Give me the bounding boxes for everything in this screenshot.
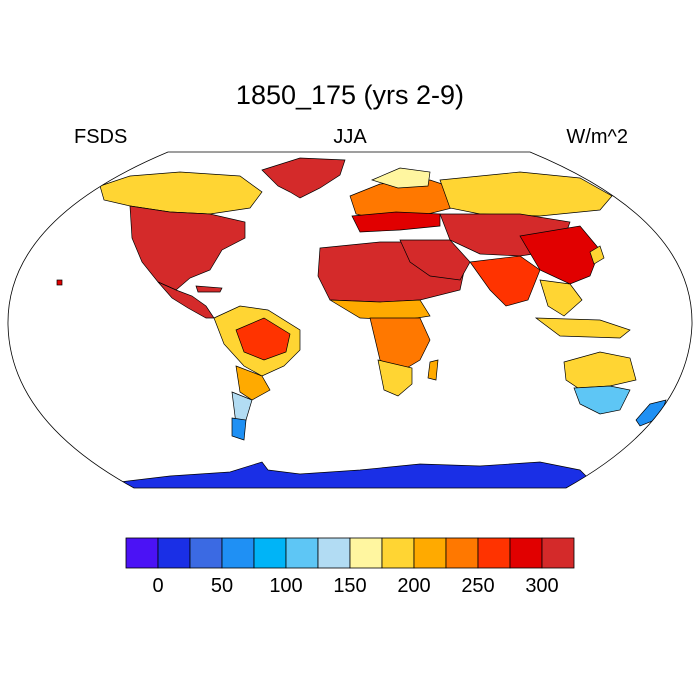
central-africa bbox=[369, 317, 431, 373]
colorbar-swatch bbox=[221, 537, 255, 569]
colorbar-swatch bbox=[381, 537, 415, 569]
new-zealand bbox=[635, 399, 667, 427]
colorbar-tick-label: 0 bbox=[152, 575, 164, 597]
japan bbox=[589, 245, 605, 265]
colorbar-swatch bbox=[477, 537, 511, 569]
colorbar-swatch bbox=[541, 537, 575, 569]
colorbar-swatch bbox=[509, 537, 543, 569]
plot-title: 1850_175 (yrs 2-9) bbox=[235, 80, 465, 110]
colorbar-swatch bbox=[413, 537, 447, 569]
colorbar-swatch bbox=[445, 537, 479, 569]
madagascar bbox=[427, 359, 439, 381]
variable-label: FSDS bbox=[74, 126, 128, 148]
sahel bbox=[329, 299, 431, 321]
hawaii bbox=[56, 279, 63, 286]
colorbar-swatch bbox=[253, 537, 287, 569]
globe-outline bbox=[7, 151, 693, 489]
colorbar-tick-label: 100 bbox=[269, 575, 303, 597]
siberia bbox=[439, 171, 613, 217]
north-america-north bbox=[99, 171, 263, 215]
cuba bbox=[195, 285, 223, 293]
australia-north bbox=[563, 351, 637, 389]
colorbar-tick-label: 300 bbox=[525, 575, 559, 597]
season-label: JJA bbox=[333, 126, 367, 148]
colorbar-tick-label: 50 bbox=[210, 575, 234, 597]
colorbar-tick-label: 150 bbox=[333, 575, 367, 597]
colorbar-swatch bbox=[317, 537, 351, 569]
colorbar-swatch bbox=[349, 537, 383, 569]
middle-east bbox=[399, 239, 471, 281]
south-asia bbox=[469, 255, 541, 307]
tierra-del-fuego bbox=[231, 417, 247, 441]
amazon bbox=[235, 317, 291, 361]
southeast-asia bbox=[539, 279, 583, 317]
colorbar-swatch bbox=[157, 537, 191, 569]
colorbar-swatch bbox=[285, 537, 319, 569]
colorbar-swatch bbox=[189, 537, 223, 569]
australia-south bbox=[573, 385, 631, 415]
north-america-main bbox=[129, 205, 246, 291]
indonesia bbox=[534, 317, 631, 339]
scandinavia bbox=[370, 167, 431, 189]
colorbar-swatch bbox=[125, 537, 159, 569]
south-america-south bbox=[235, 365, 271, 401]
units-label: W/m^2 bbox=[566, 126, 628, 148]
southern-africa bbox=[377, 359, 413, 397]
mediterranean-europe bbox=[351, 211, 441, 233]
greenland bbox=[261, 157, 346, 199]
colorbar-tick-label: 200 bbox=[397, 575, 431, 597]
colorbar-tick-label: 250 bbox=[461, 575, 495, 597]
